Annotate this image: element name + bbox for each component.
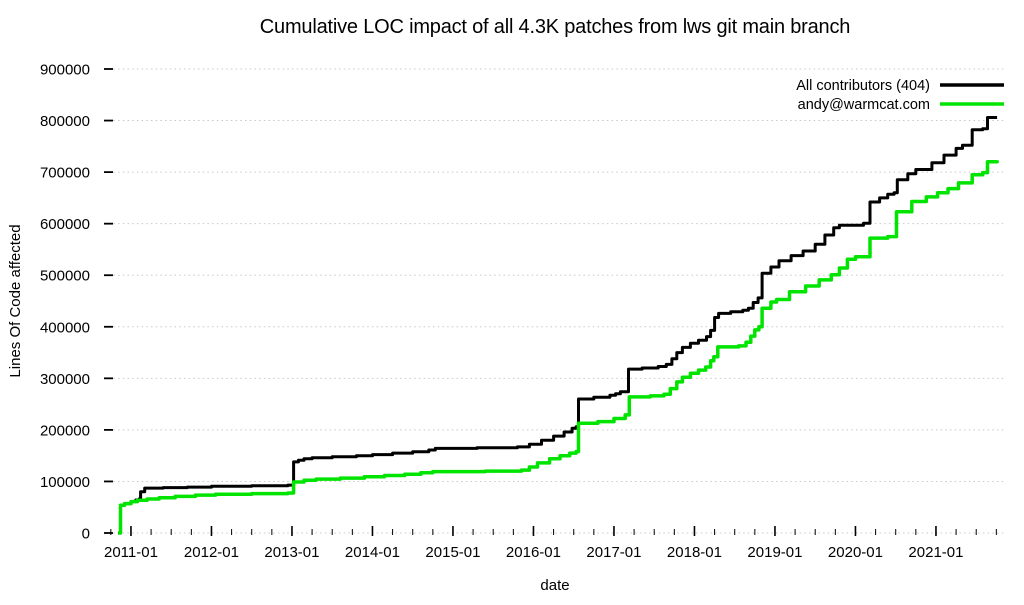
y-tick-label: 800000 [40,113,90,130]
legend-label-andy-warmcat: andy@warmcat.com [798,97,930,113]
series-line-all-contributors [118,116,998,535]
legend-label-all-contributors: All contributors (404) [796,78,930,94]
y-tick-label: 900000 [40,62,90,79]
y-tick-label: 0 [82,526,90,543]
y-tick-label: 700000 [40,165,90,182]
y-tick-label: 600000 [40,216,90,233]
x-tick-label: 2014-01 [345,544,400,561]
x-tick-label: 2020-01 [828,544,883,561]
series-lines [118,116,999,535]
y-tick-label: 300000 [40,371,90,388]
axis-tick-labels: 0 100000 200000 300000 400000 500000 600000 700… [40,62,964,562]
series-line-andy-warmcat [118,160,999,535]
x-tick-label: 2015-01 [425,544,480,561]
y-tick-label: 100000 [40,474,90,491]
chart-title: Cumulative LOC impact of all 4.3K patche… [260,16,850,38]
y-tick-label: 400000 [40,319,90,336]
x-tick-label: 2012-01 [184,544,239,561]
legend: All contributors (404) andy@warmcat.com [796,78,1004,113]
x-tick-label: 2016-01 [506,544,561,561]
y-tick-label: 500000 [40,268,90,285]
y-axis-title: Lines Of Code affected [7,224,24,377]
gridlines [104,68,1006,534]
x-tick-label: 2018-01 [667,544,722,561]
x-tick-label: 2013-01 [264,544,319,561]
axis-ticks [104,68,997,536]
y-tick-label: 200000 [40,422,90,439]
x-tick-label: 2021-01 [908,544,963,561]
x-tick-label: 2019-01 [747,544,802,561]
x-tick-label: 2017-01 [586,544,641,561]
x-tick-label: 2011-01 [104,544,158,561]
x-axis-title: date [540,577,569,594]
